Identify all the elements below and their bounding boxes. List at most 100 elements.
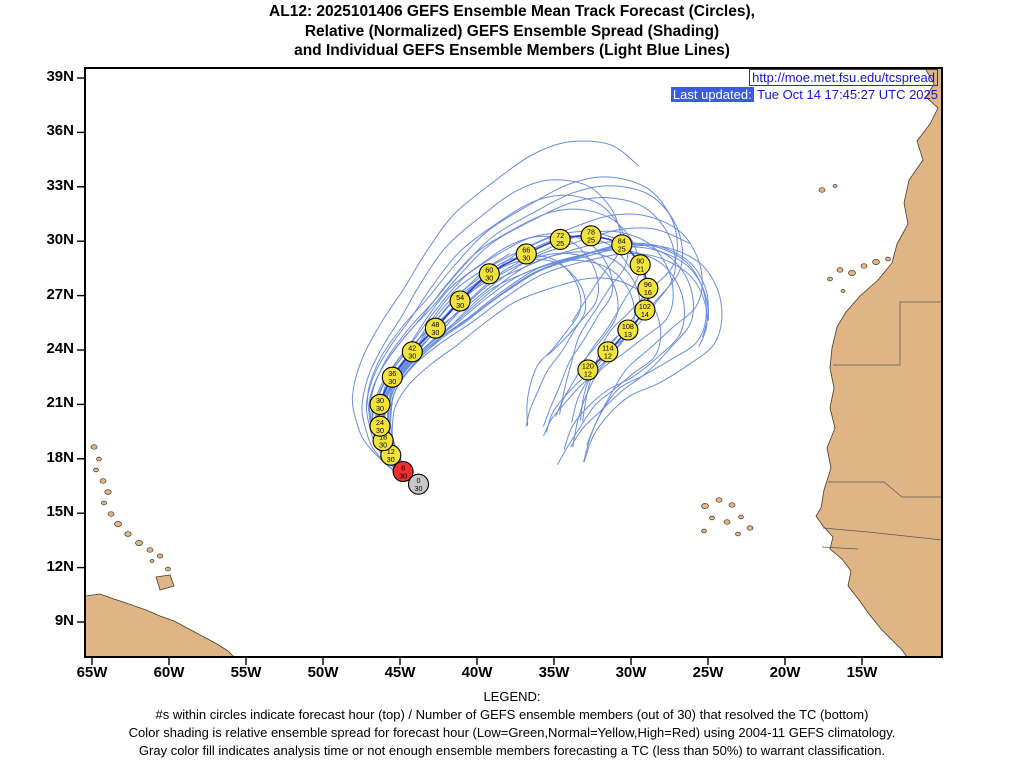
svg-text:18: 18 xyxy=(379,433,387,442)
lon-label-50W: 50W xyxy=(307,664,339,681)
svg-text:102: 102 xyxy=(639,302,651,311)
svg-text:6: 6 xyxy=(401,463,405,472)
svg-text:30: 30 xyxy=(431,328,439,337)
svg-text:30: 30 xyxy=(387,455,395,464)
svg-text:30: 30 xyxy=(376,426,384,435)
title-line-2: Relative (Normalized) GEFS Ensemble Spre… xyxy=(304,22,720,40)
lon-label-65W: 65W xyxy=(76,664,108,681)
svg-text:25: 25 xyxy=(556,239,564,248)
lon-label-40W: 40W xyxy=(461,664,493,681)
lat-label-36N: 36N xyxy=(46,122,74,140)
legend-line-3: Gray color fill indicates analysis time … xyxy=(138,743,886,758)
svg-text:90: 90 xyxy=(636,257,644,266)
lat-label-24N: 24N xyxy=(46,339,74,357)
svg-text:25: 25 xyxy=(618,245,626,254)
credits: http://moe.met.fsu.edu/tcspread Last upd… xyxy=(670,69,938,103)
lon-label-25W: 25W xyxy=(692,664,724,681)
svg-text:30: 30 xyxy=(408,352,416,361)
lat-label-18N: 18N xyxy=(46,448,74,466)
last-updated-label: Last updated: xyxy=(670,87,754,102)
source-url-link[interactable]: http://moe.met.fsu.edu/tcspread xyxy=(749,69,938,86)
track-point-h6: 630 xyxy=(392,460,414,483)
svg-text:30: 30 xyxy=(456,301,464,310)
svg-text:48: 48 xyxy=(431,320,439,329)
svg-text:30: 30 xyxy=(379,441,387,450)
svg-text:13: 13 xyxy=(624,330,632,339)
lon-label-35W: 35W xyxy=(538,664,570,681)
svg-text:30: 30 xyxy=(522,254,530,263)
svg-text:0: 0 xyxy=(417,476,421,485)
lon-label-20W: 20W xyxy=(769,664,801,681)
lat-label-33N: 33N xyxy=(46,176,74,194)
svg-text:42: 42 xyxy=(408,344,416,353)
svg-text:24: 24 xyxy=(376,418,384,427)
lat-label-39N: 39N xyxy=(46,68,74,85)
chart-title: AL12: 2025101406 GEFS Ensemble Mean Trac… xyxy=(0,2,1024,61)
svg-text:12: 12 xyxy=(387,447,395,456)
svg-text:108: 108 xyxy=(622,322,634,331)
lat-label-12N: 12N xyxy=(46,557,74,575)
track-point-h0: 030 xyxy=(407,473,430,495)
svg-text:30: 30 xyxy=(399,471,407,480)
title-line-1: AL12: 2025101406 GEFS Ensemble Mean Trac… xyxy=(269,3,755,20)
lat-label-21N: 21N xyxy=(46,394,74,412)
lon-label-15W: 15W xyxy=(846,664,878,681)
svg-text:30: 30 xyxy=(376,404,384,413)
svg-text:21: 21 xyxy=(636,265,644,274)
svg-text:14: 14 xyxy=(641,310,649,319)
svg-text:12: 12 xyxy=(584,370,592,379)
title-line-3: and Individual GEFS Ensemble Members (Li… xyxy=(294,42,730,59)
lat-label-30N: 30N xyxy=(46,231,74,249)
legend-heading: LEGEND: xyxy=(483,689,541,704)
svg-text:36: 36 xyxy=(388,369,396,378)
svg-text:84: 84 xyxy=(618,237,626,246)
lat-label-9N: 9N xyxy=(54,611,74,629)
svg-text:114: 114 xyxy=(602,344,613,353)
svg-text:30: 30 xyxy=(376,396,384,405)
svg-text:72: 72 xyxy=(556,231,564,240)
svg-text:96: 96 xyxy=(644,280,652,289)
svg-text:60: 60 xyxy=(485,266,493,275)
svg-text:30: 30 xyxy=(485,274,493,283)
svg-text:16: 16 xyxy=(644,288,652,297)
lat-label-27N: 27N xyxy=(46,285,74,303)
svg-text:25: 25 xyxy=(587,236,595,245)
svg-text:30: 30 xyxy=(415,484,423,493)
svg-text:12: 12 xyxy=(604,352,612,361)
last-updated-time: Tue Oct 14 17:45:27 UTC 2025 xyxy=(757,87,938,102)
lon-label-60W: 60W xyxy=(153,664,185,681)
legend-line-2: Color shading is relative ensemble sprea… xyxy=(128,725,896,740)
svg-text:54: 54 xyxy=(456,293,464,302)
svg-text:66: 66 xyxy=(522,246,530,255)
lon-label-30W: 30W xyxy=(615,664,647,681)
lat-label-15N: 15N xyxy=(46,503,74,521)
source-url-row: http://moe.met.fsu.edu/tcspread xyxy=(671,69,938,86)
legend: LEGEND: #s within circles indicate forec… xyxy=(0,688,1024,760)
legend-line-1: #s within circles indicate forecast hour… xyxy=(155,707,869,722)
svg-text:30: 30 xyxy=(388,377,396,386)
svg-text:120: 120 xyxy=(582,362,594,371)
lon-label-55W: 55W xyxy=(230,664,262,681)
lon-label-45W: 45W xyxy=(384,664,416,681)
svg-text:78: 78 xyxy=(587,228,595,237)
last-updated-row: Last updated: Tue Oct 14 17:45:27 UTC 20… xyxy=(670,86,938,103)
